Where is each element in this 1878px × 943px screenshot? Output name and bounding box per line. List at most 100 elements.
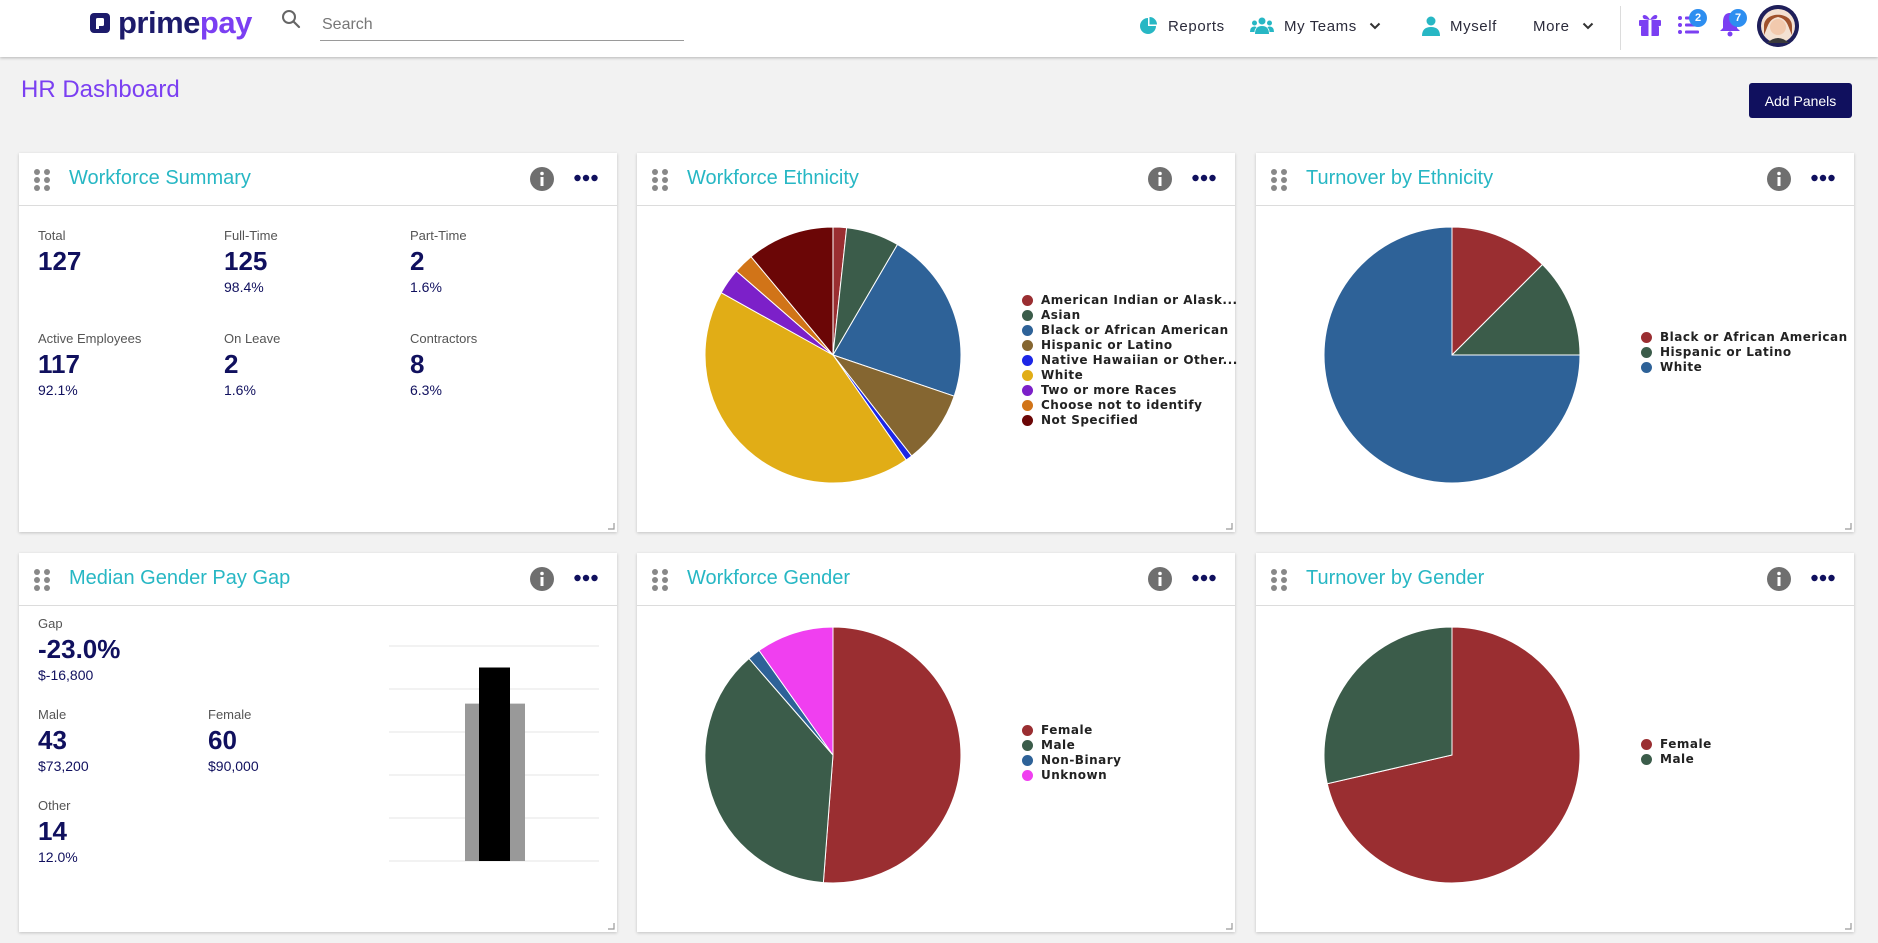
drag-handle-icon[interactable] (33, 168, 51, 192)
nav-more[interactable]: More (1533, 12, 1594, 40)
stat-value: 117 (38, 349, 80, 379)
resize-handle-icon[interactable] (1844, 522, 1852, 530)
stat-contractors: Contractors 8 6.3% (410, 331, 477, 398)
legend-item[interactable]: Black or African American (1022, 323, 1238, 338)
resize-handle-icon[interactable] (1844, 922, 1852, 930)
more-options-icon[interactable] (574, 173, 598, 183)
legend-item[interactable]: Choose not to identify (1022, 398, 1238, 413)
drag-handle-icon[interactable] (651, 568, 669, 592)
pie-slice-female[interactable] (1326, 626, 1581, 884)
more-options-icon[interactable] (1811, 173, 1835, 183)
legend-item[interactable]: Non-Binary (1022, 753, 1121, 768)
chevron-down-icon (1369, 22, 1381, 30)
more-options-icon[interactable] (1192, 173, 1216, 183)
pie-slice-black-or-african-american[interactable] (1451, 226, 1544, 357)
pie-slice-black-or-african-american[interactable] (832, 243, 962, 397)
add-panels-button[interactable]: Add Panels (1749, 83, 1852, 118)
stat-value: 2 (410, 246, 425, 276)
legend-label: Non-Binary (1041, 753, 1122, 767)
drag-handle-icon[interactable] (1270, 168, 1288, 192)
legend-item[interactable]: Hispanic or Latino (1641, 345, 1848, 360)
stat-percent: 6.3% (410, 382, 442, 398)
more-options-icon[interactable] (1811, 573, 1835, 583)
panel-title: Workforce Gender (687, 567, 851, 589)
nav-myself-label: Myself (1450, 17, 1497, 35)
gift-icon[interactable] (1636, 10, 1664, 38)
legend-item[interactable]: White (1022, 368, 1238, 383)
pie-slice-male[interactable] (1323, 626, 1453, 785)
more-options-icon[interactable] (574, 573, 598, 583)
pie-slice-female[interactable] (822, 626, 962, 884)
legend-label: Choose not to identify (1041, 398, 1203, 412)
legend-label: White (1660, 360, 1703, 374)
primepay-logo-icon (90, 13, 110, 33)
nav-reports[interactable]: Reports (1138, 12, 1225, 40)
pie-slice-unknown[interactable] (758, 626, 834, 757)
stat-percent: 92.1% (38, 382, 78, 398)
search-input[interactable] (320, 10, 684, 41)
stat-amount: $90,000 (208, 758, 259, 774)
bar-female[interactable] (479, 667, 510, 862)
info-icon[interactable] (1148, 167, 1172, 191)
pie-slice-white[interactable] (1323, 226, 1581, 484)
pie-slice-not-specified[interactable] (750, 226, 834, 357)
stat-value: 127 (38, 246, 82, 276)
person-icon (1422, 16, 1440, 36)
stat-label: Other (38, 798, 71, 813)
search-icon[interactable] (280, 8, 302, 30)
drag-handle-icon[interactable] (33, 568, 51, 592)
chart-legend: Female Male (1641, 737, 1712, 767)
drag-handle-icon[interactable] (651, 168, 669, 192)
legend-item[interactable]: Male (1022, 738, 1121, 753)
legend-swatch (1022, 295, 1033, 306)
nav-myself[interactable]: Myself (1422, 12, 1497, 40)
panel-body: Black or African American Hispanic or Lat… (1256, 206, 1854, 532)
resize-handle-icon[interactable] (607, 922, 615, 930)
legend-item[interactable]: Two or more Races (1022, 383, 1238, 398)
legend-swatch (1641, 332, 1652, 343)
panel-body: Gap -23.0% $-16,800 Male 43 $73,200 Fema… (19, 606, 617, 932)
stat-value: 60 (208, 725, 237, 755)
user-avatar[interactable] (1757, 5, 1799, 47)
resize-handle-icon[interactable] (1225, 522, 1233, 530)
drag-handle-icon[interactable] (1270, 568, 1288, 592)
more-options-icon[interactable] (1192, 573, 1216, 583)
legend-item[interactable]: Female (1641, 737, 1712, 752)
legend-swatch (1022, 740, 1033, 751)
stat-label: Active Employees (38, 331, 142, 346)
panel-header: Turnover by Ethnicity (1256, 153, 1854, 206)
info-icon[interactable] (530, 567, 554, 591)
legend-item[interactable]: Hispanic or Latino (1022, 338, 1238, 353)
legend-item[interactable]: Not Specified (1022, 413, 1238, 428)
panel-header: Workforce Summary (19, 153, 617, 206)
info-icon[interactable] (1148, 567, 1172, 591)
pie-slice-white[interactable] (704, 292, 907, 484)
legend-item[interactable]: Female (1022, 723, 1121, 738)
legend-item[interactable]: Unknown (1022, 768, 1121, 783)
legend-item[interactable]: Black or African American (1641, 330, 1848, 345)
primepay-logo[interactable]: primepay (88, 6, 252, 40)
legend-item[interactable]: American Indian or Alask... (1022, 293, 1238, 308)
legend-item[interactable]: Asian (1022, 308, 1238, 323)
pie-slice-hispanic-or-latino[interactable] (1450, 263, 1581, 356)
resize-handle-icon[interactable] (1225, 922, 1233, 930)
info-icon[interactable] (1767, 167, 1791, 191)
panel-turnover-by-gender: Turnover by Gender Female Male (1256, 553, 1854, 932)
legend-swatch (1641, 754, 1652, 765)
legend-item[interactable]: Native Hawaiian or Other... (1022, 353, 1238, 368)
stat-label: Total (38, 228, 66, 243)
resize-handle-icon[interactable] (607, 522, 615, 530)
stat-amount: $-16,800 (38, 667, 94, 683)
nav-my-teams[interactable]: My Teams (1250, 12, 1381, 40)
pie-slice-male[interactable] (704, 657, 834, 884)
legend-item[interactable]: White (1641, 360, 1848, 375)
info-icon[interactable] (1767, 567, 1791, 591)
stat-label: Contractors (410, 331, 478, 346)
panel-body: American Indian or Alask... Asian Black or… (637, 206, 1238, 532)
panel-header: Median Gender Pay Gap (19, 553, 617, 606)
panel-title: Workforce Ethnicity (687, 167, 859, 189)
info-icon[interactable] (530, 167, 554, 191)
panel-body: Total 127 Full-Time 125 98.4% Part-Time … (19, 206, 617, 532)
legend-swatch (1022, 325, 1033, 336)
legend-item[interactable]: Male (1641, 752, 1712, 767)
